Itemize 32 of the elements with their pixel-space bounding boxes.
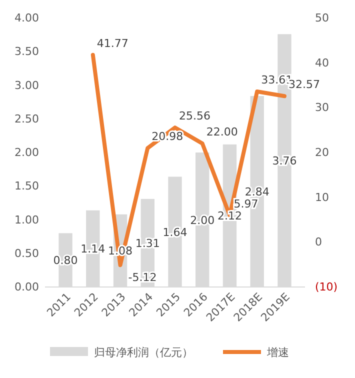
data-label: 41.77: [96, 36, 128, 50]
y2-tick-label: 30: [315, 101, 329, 114]
data-label: 2.84: [244, 186, 270, 199]
y-tick-label: 1.00: [14, 213, 39, 226]
data-label: -5.12: [128, 271, 157, 284]
data-label: 1.64: [162, 226, 188, 239]
data-label: 22.00: [206, 126, 238, 139]
legend-label: 增速: [266, 346, 289, 359]
y2-tick-label: 50: [315, 12, 329, 25]
y-tick-label: 4.00: [14, 12, 39, 25]
y-tick-label: 3.00: [14, 78, 39, 92]
y2-tick-label: (10): [315, 280, 338, 294]
data-label: 3.76: [272, 154, 297, 168]
data-label: 2.00: [190, 214, 215, 227]
data-label: 32.57: [288, 78, 320, 92]
y-tick-label: 0.00: [14, 280, 39, 294]
y-tick-label: 1.50: [14, 180, 39, 193]
y2-tick-label: 10: [315, 190, 329, 204]
data-label: 1.14: [80, 242, 106, 256]
legend-label: 归母净利润（亿元）: [94, 346, 193, 359]
y-tick-label: 0.50: [14, 246, 39, 260]
y2-tick-label: 20: [315, 146, 329, 160]
y-tick-label: 3.50: [14, 45, 39, 58]
data-label: 0.80: [53, 254, 78, 268]
data-label: 5.97: [234, 197, 258, 210]
y-tick-label: 2.00: [14, 146, 39, 160]
data-label: 2.12: [217, 210, 242, 223]
y2-tick-label: 0: [315, 236, 322, 249]
data-label: 25.56: [179, 110, 210, 123]
y2-tick-label: 40: [315, 56, 329, 70]
y-tick-label: 2.50: [14, 112, 39, 126]
data-label: 1.31: [135, 236, 160, 250]
